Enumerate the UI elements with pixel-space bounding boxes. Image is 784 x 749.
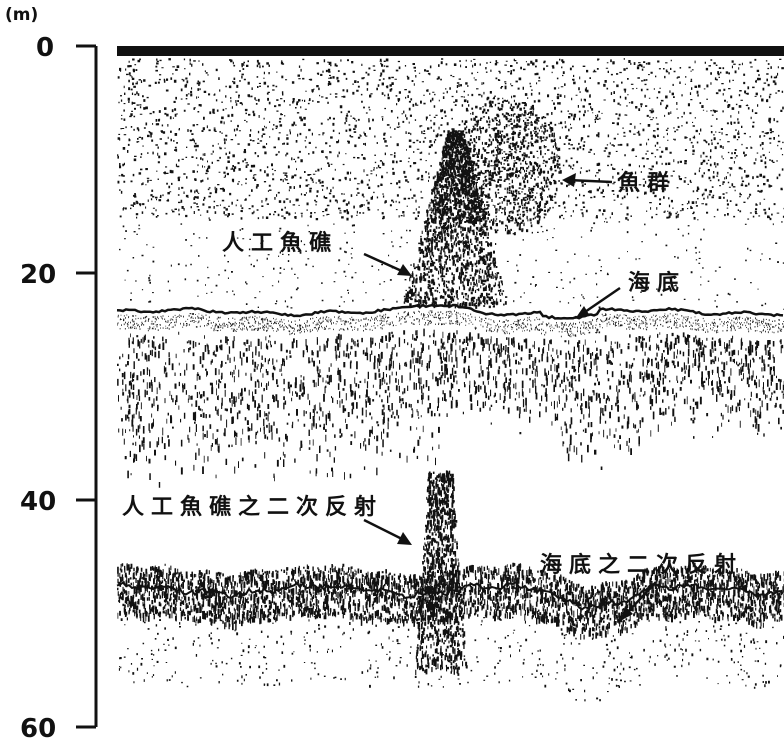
- tick-label: 20: [20, 260, 56, 290]
- seabed-label: 海底: [628, 270, 686, 296]
- arrow-line: [363, 252, 405, 274]
- seabed-trace: [116, 303, 784, 320]
- seabed-second-reflection-label: 海底之二次反射: [540, 552, 743, 578]
- artificial-reef-label: 人工魚礁: [222, 230, 338, 256]
- arrow-head-icon: [397, 264, 412, 276]
- surface-line: [117, 46, 784, 56]
- annotation-artificial-reef: 人工魚礁: [222, 230, 412, 276]
- arrow-line: [567, 178, 613, 184]
- annotation-reef-second-reflection: 人工魚礁之二次反射: [122, 494, 412, 545]
- annotation-fish-school: 魚群: [562, 170, 676, 196]
- tick-20: 20: [20, 260, 96, 290]
- arrow-line: [625, 581, 657, 615]
- annotation-seabed-second-reflection: 海底之二次反射: [540, 552, 743, 621]
- arrow-head-icon: [397, 532, 412, 545]
- tick-0: 0: [36, 33, 96, 63]
- tick-40: 40: [20, 487, 96, 517]
- reef-second-reflection-label: 人工魚礁之二次反射: [122, 494, 383, 520]
- axis-unit-label: (m): [5, 5, 38, 25]
- echogram-speckle: [117, 58, 784, 702]
- arrow-head-icon: [575, 306, 590, 319]
- annotation-seabed: 海底: [575, 270, 686, 319]
- tick-60: 60: [20, 714, 96, 744]
- arrow-head-icon: [562, 173, 576, 187]
- depth-axis: (m) 0 20 40 60: [5, 5, 98, 744]
- arrow-head-icon: [620, 606, 633, 621]
- tick-label: 40: [20, 487, 56, 517]
- tick-label: 60: [20, 714, 56, 744]
- echogram-texture: [117, 58, 784, 702]
- arrow-line: [363, 518, 405, 542]
- tick-label: 0: [36, 33, 54, 63]
- second-reflection-trace: [116, 580, 784, 611]
- arrow-line: [581, 286, 621, 316]
- fish-school-label: 魚群: [618, 170, 676, 196]
